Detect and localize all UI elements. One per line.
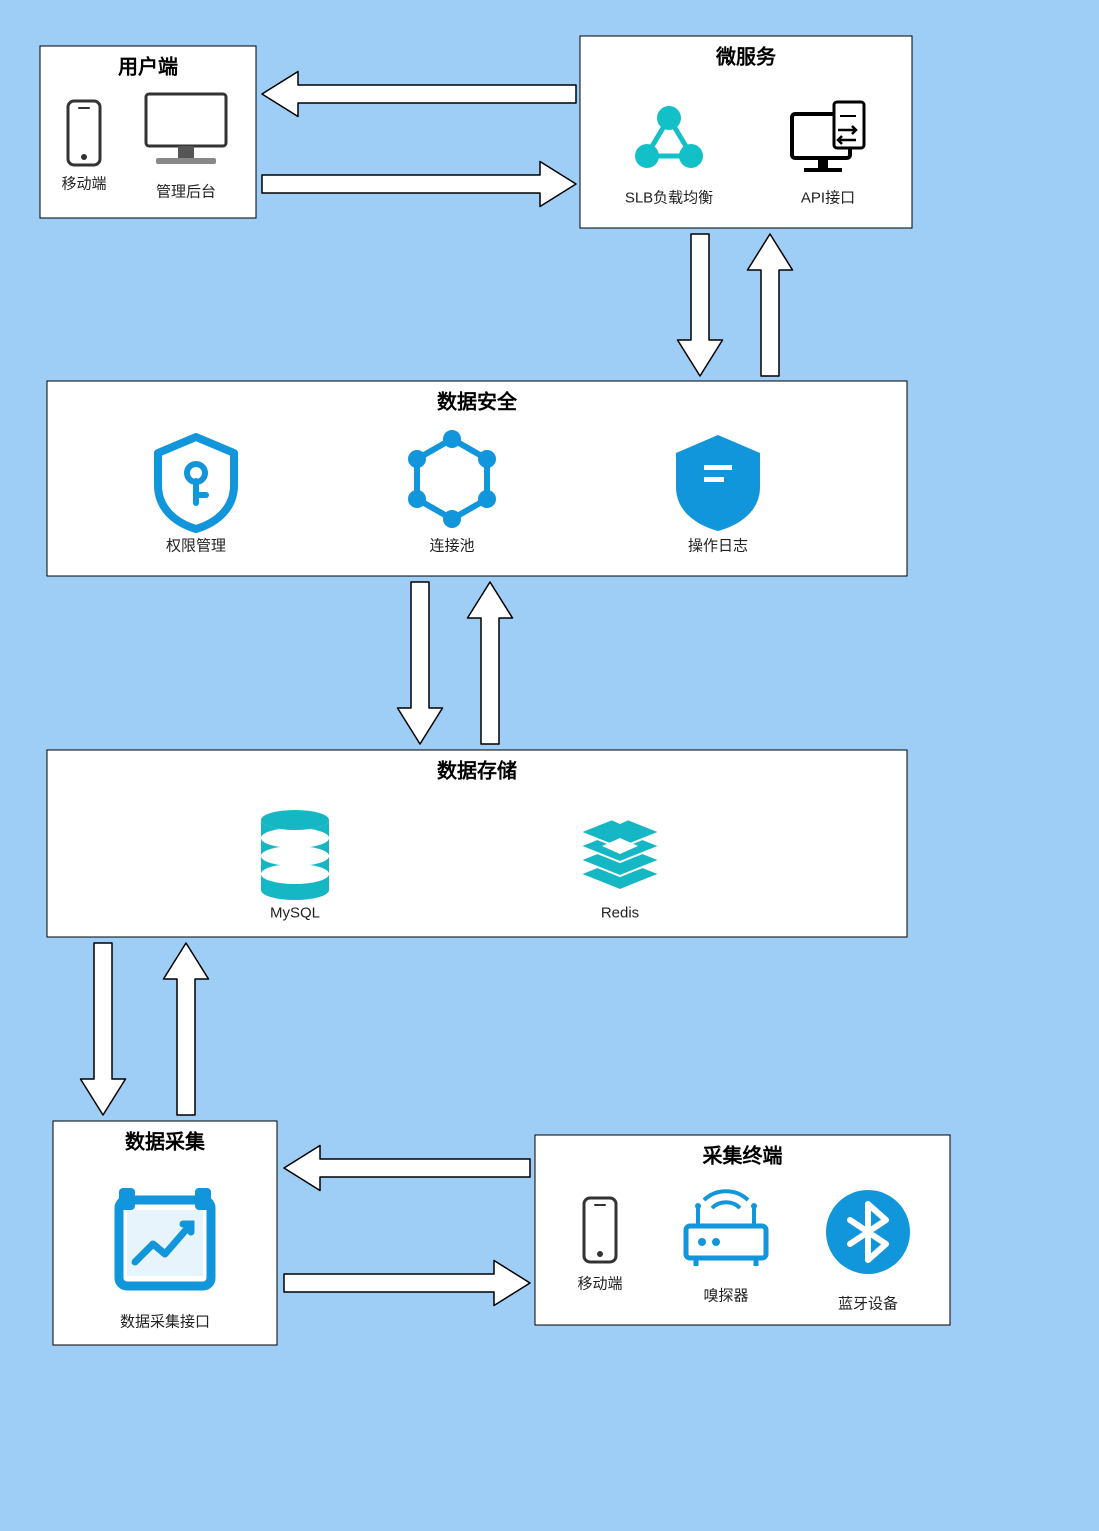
label-api: API接口	[801, 189, 855, 206]
arrow-client-to-micro	[262, 162, 576, 207]
label-t_mobile: 移动端	[577, 1275, 622, 1292]
label-bt: 蓝牙设备	[838, 1295, 898, 1312]
arrow-security-to-storage	[398, 582, 443, 744]
label-collect_api: 数据采集接口	[120, 1313, 210, 1330]
arrow-micro-to-security	[678, 234, 723, 376]
bt-icon	[826, 1190, 910, 1274]
arrow-storage-to-security	[468, 582, 513, 744]
chart_cal-icon	[119, 1188, 211, 1286]
arrow-security-to-micro	[748, 234, 793, 376]
label-perm: 权限管理	[166, 537, 226, 554]
arrow-storage-to-collect	[81, 943, 126, 1115]
arrow-terminal-to-collect	[284, 1146, 530, 1191]
box-terminal-title: 采集终端	[703, 1144, 783, 1168]
label-log: 操作日志	[688, 537, 748, 554]
label-mysql: MySQL	[270, 904, 320, 921]
label-pool: 连接池	[429, 537, 474, 554]
label-sniffer: 嗅探器	[703, 1287, 748, 1304]
box-storage-title: 数据存储	[437, 759, 517, 783]
label-mobile: 移动端	[61, 175, 106, 192]
label-slb: SLB负载均衡	[625, 189, 713, 206]
label-admin: 管理后台	[156, 183, 216, 200]
arrow-collect-to-terminal	[284, 1261, 530, 1306]
box-client: 用户端移动端 管理后台	[40, 46, 256, 218]
arrow-collect-to-storage	[164, 943, 209, 1115]
db-icon	[261, 810, 329, 900]
arrow-micro-to-client	[262, 72, 576, 117]
box-collect-title: 数据采集	[125, 1130, 206, 1154]
label-redis: Redis	[601, 904, 639, 921]
box-micro-title: 微服务	[715, 45, 777, 69]
box-storage: 数据存储 MySQL Redis	[47, 750, 907, 937]
box-security: 数据安全权限管理 连接池 操作日志	[47, 381, 907, 576]
box-security-title: 数据安全	[437, 390, 518, 414]
box-client-title: 用户端	[118, 55, 178, 79]
